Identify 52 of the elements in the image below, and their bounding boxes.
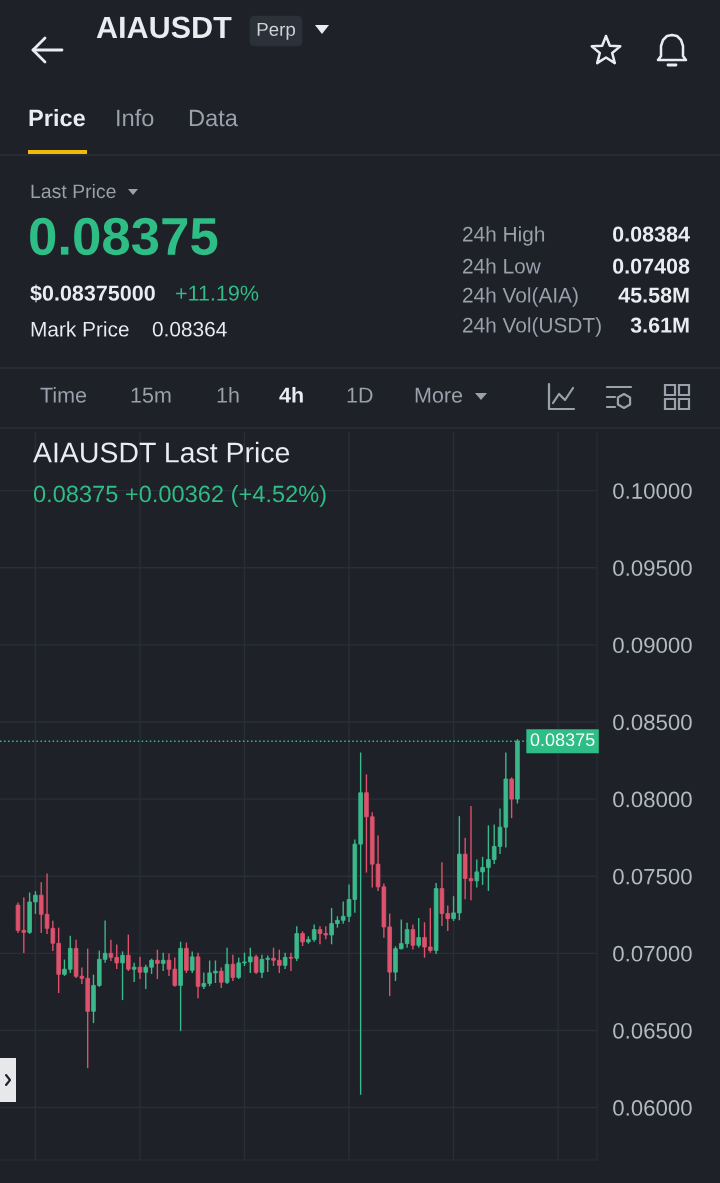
text: $0.08375000 [30, 284, 155, 303]
y-tick-label: 0.06000 [613, 1100, 692, 1116]
candlestick [126, 934, 131, 971]
candlestick [137, 956, 143, 980]
candlestick [184, 942, 189, 973]
candlestick [410, 924, 416, 950]
chart-title: AIAUSDT Last Price [33, 441, 290, 463]
text: 4h [279, 386, 303, 403]
candlestick [160, 952, 166, 971]
candlestick [131, 962, 137, 982]
candlestick [416, 917, 421, 948]
y-tick-label: 0.06500 [613, 1022, 692, 1039]
text: More [415, 387, 463, 403]
candlestick [155, 949, 160, 980]
text: 3.61M [630, 317, 689, 333]
text: 0.08375 [30, 217, 218, 256]
candlestick [230, 954, 236, 982]
text: Price [29, 109, 85, 127]
text: Data [189, 109, 238, 127]
text: 1h [217, 386, 239, 403]
text: Last Price [31, 183, 116, 199]
text: 0.08375 +0.00362 (+4.52%) [33, 484, 326, 507]
text: Info [117, 109, 154, 127]
text: 15m [131, 387, 171, 403]
candlestick [224, 947, 230, 985]
y-tick-label: 0.10000 [613, 483, 692, 499]
y-tick-label: 0.09000 [613, 637, 692, 654]
text: Perp [257, 22, 296, 40]
y-tick-label: 0.08000 [613, 791, 692, 808]
text: 24h High [463, 226, 545, 246]
text: AIAUSDT [96, 16, 232, 39]
text: 1D [347, 387, 373, 403]
candlestick [509, 777, 514, 819]
candlestick [218, 967, 224, 988]
text: 0.08364 [152, 321, 227, 337]
text: 45.58M [618, 287, 689, 303]
text: 24h Vol(AIA) [463, 287, 578, 307]
text: 24h Vol(USDT) [463, 317, 601, 337]
text: 0.07408 [613, 258, 690, 274]
text: Time [40, 386, 87, 403]
y-tick-label: 0.08500 [613, 714, 692, 731]
text: 24h Low [463, 258, 541, 274]
text: 0.08384 [613, 226, 690, 242]
text: +11.19% [176, 285, 259, 301]
y-tick-label: 0.09500 [613, 560, 692, 576]
y-tick-label: 0.07000 [613, 945, 692, 962]
ref-line-label: 0.08375 [530, 733, 595, 747]
text: Mark Price [31, 321, 129, 337]
candlestick [120, 951, 125, 1001]
y-tick-label: 0.07500 [613, 868, 692, 885]
candlestick [288, 952, 294, 971]
candlestick [189, 951, 195, 973]
